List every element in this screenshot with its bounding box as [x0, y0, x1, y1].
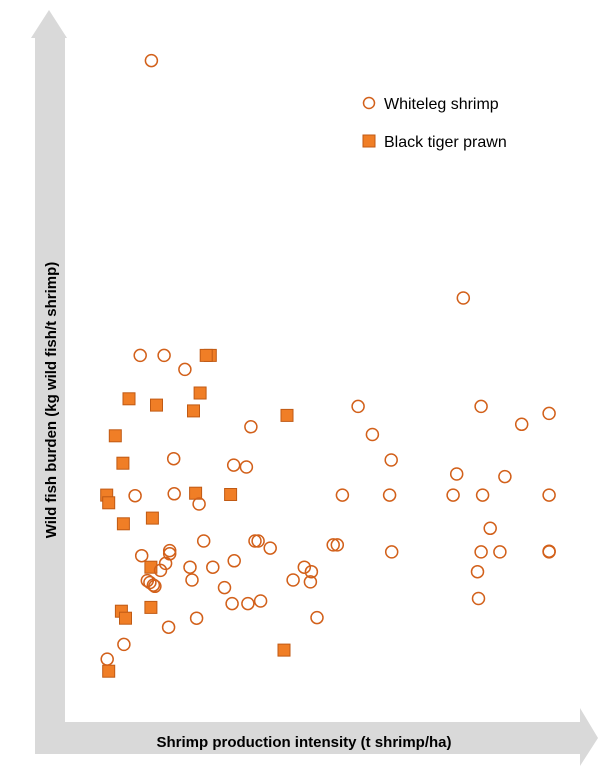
data-points: [100, 53, 556, 678]
point-whiteleg-9: [365, 427, 380, 442]
point-whiteleg-10: [514, 417, 529, 432]
point-black-tiger-1: [199, 348, 213, 362]
point-whiteleg-16: [498, 469, 512, 484]
y-axis-arrow: [31, 10, 67, 742]
point-whiteleg-49: [148, 579, 162, 594]
point-whiteleg-54: [304, 564, 319, 579]
point-whiteleg-19: [192, 497, 206, 511]
point-whiteleg-25: [483, 521, 497, 536]
point-whiteleg-36: [493, 545, 507, 559]
legend: Whiteleg shrimp Black tiger prawn: [362, 96, 507, 151]
point-whiteleg-35: [474, 545, 488, 559]
point-whiteleg-8: [244, 420, 258, 434]
legend-symbol-whiteleg: [362, 96, 376, 110]
point-black-tiger-13: [145, 511, 159, 525]
point-whiteleg-62: [310, 610, 324, 625]
point-whiteleg-21: [382, 488, 397, 502]
point-whiteleg-61: [161, 620, 176, 634]
point-whiteleg-24: [542, 488, 556, 502]
point-black-tiger-12: [102, 496, 116, 510]
y-axis-label: Wild fish burden (kg wild fish/t shrimp): [43, 262, 60, 539]
point-whiteleg-38: [542, 545, 556, 559]
point-whiteleg-17: [128, 488, 142, 503]
point-whiteleg-11: [384, 453, 398, 467]
point-whiteleg-29: [384, 545, 399, 559]
point-whiteleg-1: [133, 348, 147, 363]
point-whiteleg-7: [351, 399, 365, 414]
point-black-tiger-18: [119, 611, 132, 625]
point-whiteleg-0: [144, 53, 159, 68]
point-whiteleg-56: [253, 594, 268, 608]
point-whiteleg-12: [449, 467, 464, 481]
point-whiteleg-64: [100, 652, 114, 666]
point-whiteleg-26: [196, 534, 211, 548]
legend-label-whiteleg: Whiteleg shrimp: [384, 96, 499, 113]
point-whiteleg-4: [456, 291, 471, 305]
point-whiteleg-42: [183, 560, 197, 574]
point-whiteleg-57: [241, 596, 255, 611]
point-black-tiger-19: [277, 643, 291, 657]
point-whiteleg-33: [326, 538, 340, 552]
point-black-tiger-11: [224, 488, 238, 501]
point-whiteleg-60: [189, 611, 204, 625]
point-black-tiger-6: [280, 408, 294, 422]
point-black-tiger-8: [116, 456, 130, 470]
point-whiteleg-2: [157, 348, 171, 363]
legend-label-blacktiger: Black tiger prawn: [384, 134, 507, 151]
point-whiteleg-5: [474, 399, 488, 414]
point-whiteleg-20: [335, 488, 350, 502]
point-whiteleg-22: [446, 488, 460, 502]
point-whiteleg-14: [226, 458, 241, 472]
x-axis-arrow: [35, 708, 598, 766]
point-whiteleg-41: [227, 554, 241, 568]
point-black-tiger-5: [187, 404, 200, 418]
point-whiteleg-44: [297, 560, 312, 574]
point-whiteleg-15: [239, 460, 254, 474]
point-whiteleg-39: [134, 548, 149, 563]
point-black-tiger-2: [193, 386, 207, 400]
point-black-tiger-16: [144, 600, 158, 614]
point-whiteleg-40: [158, 556, 173, 571]
point-black-tiger-20: [102, 664, 116, 678]
point-whiteleg-27: [162, 543, 177, 558]
point-whiteleg-6: [542, 406, 556, 421]
point-whiteleg-32: [263, 541, 277, 555]
point-whiteleg-51: [217, 580, 232, 595]
point-black-tiger-4: [150, 398, 163, 412]
point-whiteleg-30: [248, 534, 262, 548]
x-axis-label: Shrimp production intensity (t shrimp/ha…: [156, 734, 451, 751]
point-whiteleg-34: [330, 538, 345, 552]
point-whiteleg-50: [185, 573, 199, 587]
point-whiteleg-23: [475, 488, 490, 502]
point-whiteleg-63: [117, 637, 131, 652]
point-whiteleg-3: [178, 362, 192, 377]
point-whiteleg-45: [153, 563, 168, 578]
point-whiteleg-48: [146, 578, 161, 592]
point-whiteleg-43: [206, 560, 220, 574]
point-whiteleg-55: [470, 564, 485, 579]
point-whiteleg-53: [303, 575, 318, 589]
point-black-tiger-14: [116, 517, 130, 531]
legend-symbol-blacktiger: [362, 134, 376, 148]
point-whiteleg-52: [286, 573, 300, 587]
point-black-tiger-7: [108, 429, 122, 443]
point-whiteleg-31: [251, 534, 265, 548]
point-whiteleg-58: [225, 596, 239, 611]
point-black-tiger-3: [122, 392, 136, 406]
point-whiteleg-18: [167, 487, 181, 501]
point-whiteleg-13: [166, 451, 181, 466]
point-whiteleg-59: [471, 591, 486, 606]
